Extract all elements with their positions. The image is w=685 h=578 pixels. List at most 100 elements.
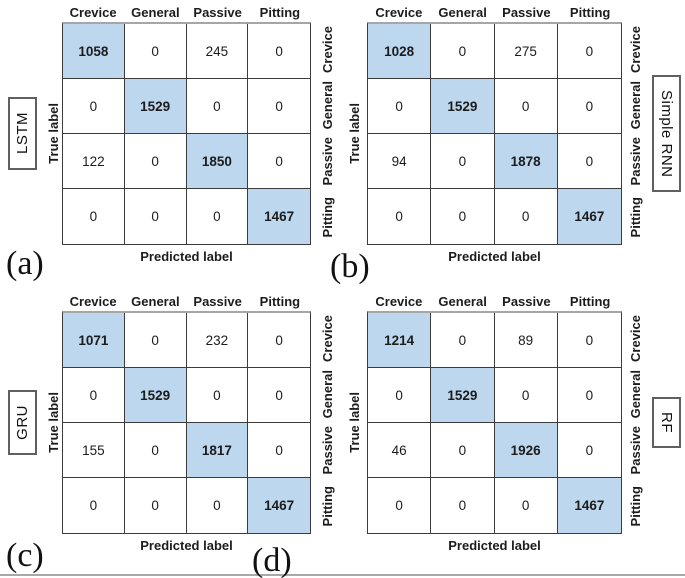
matrix-cell: 1467 — [557, 478, 621, 533]
panel-caption-a: (a) — [6, 245, 44, 282]
matrix-cell: 0 — [557, 24, 621, 79]
model-name-label: LSTM — [13, 112, 31, 155]
matrix-cell: 0 — [431, 313, 495, 368]
column-header-general: General — [131, 294, 180, 309]
panel-lstm: LSTM True label Crevice General Passive Pitti… — [0, 0, 343, 289]
matrix-cell: 1878 — [494, 134, 558, 189]
matrix-cell: 0 — [368, 368, 432, 423]
predicted-label: Predicted label — [140, 249, 233, 264]
panel-caption-c: (c) — [6, 537, 44, 574]
matrix-cell: 0 — [125, 189, 187, 244]
matrix-cell: 0 — [431, 478, 495, 533]
true-label: True label — [45, 103, 61, 164]
row-label-general: General — [319, 370, 335, 419]
row-label-passive: Passive — [319, 137, 335, 186]
model-name-label: Simple RNN — [658, 89, 675, 178]
row-label-pitting: Pitting — [319, 485, 335, 527]
true-label-column: True label — [342, 311, 367, 534]
column-header-crevice: Crevice — [375, 5, 423, 20]
matrix-cell: 0 — [495, 189, 558, 244]
matrix-cell: 0 — [431, 423, 495, 478]
column-header-passive: Passive — [502, 5, 551, 20]
model-name-box: LSTM — [7, 97, 37, 170]
predicted-label: Predicted label — [448, 538, 541, 553]
row-label-pitting: Pitting — [627, 196, 643, 238]
matrix-cell: 94 — [368, 134, 432, 189]
model-name-box: RF — [652, 397, 681, 448]
matrix-cell: 0 — [431, 189, 495, 244]
model-label-column: LSTM — [0, 22, 44, 245]
column-header-passive: Passive — [502, 294, 551, 309]
matrix-cell: 89 — [494, 313, 558, 368]
confusion-matrix: 1071 0 232 0 0 1529 0 0 155 0 1817 0 0 0 0 1467 — [62, 311, 311, 534]
matrix-cell: 1817 — [186, 423, 249, 478]
matrix-cell: 122 — [63, 134, 125, 189]
matrix-cell: 0 — [557, 134, 621, 189]
matrix-cell: 1058 — [63, 24, 125, 79]
column-header-general: General — [131, 5, 180, 20]
row-labels: Crevice General Passive Pitting — [622, 311, 648, 534]
row-label-general: General — [627, 81, 643, 130]
true-label: True label — [45, 392, 61, 453]
true-label-column: True label — [44, 311, 62, 534]
column-header-crevice: Crevice — [69, 5, 117, 20]
matrix-cell: 0 — [557, 368, 621, 423]
model-label-column: Simple RNN — [648, 22, 685, 245]
matrix-cell: 0 — [557, 79, 621, 134]
matrix-cell: 46 — [368, 423, 432, 478]
model-name-label: RF — [658, 412, 675, 433]
column-header-pitting: Pitting — [259, 5, 301, 20]
matrix-cell: 1850 — [186, 134, 249, 189]
matrix-cell: 1467 — [557, 189, 621, 244]
column-header-pitting: Pitting — [569, 294, 611, 309]
confusion-matrix: 1058 0 245 0 0 1529 0 0 122 0 1850 0 0 0 0 1467 — [62, 22, 311, 245]
matrix-cell: 245 — [186, 24, 249, 79]
matrix-cell: 0 — [63, 478, 125, 533]
model-label-column: GRU — [0, 311, 44, 534]
matrix-cell: 0 — [124, 134, 187, 189]
matrix-cell: 1926 — [494, 423, 558, 478]
column-header-pitting: Pitting — [569, 5, 611, 20]
matrix-cell: 0 — [431, 134, 495, 189]
column-header-general: General — [438, 5, 487, 20]
row-label-general: General — [627, 370, 643, 419]
row-label-passive: Passive — [627, 426, 643, 475]
column-header-crevice: Crevice — [375, 294, 423, 309]
row-label-crevice: Crevice — [319, 315, 335, 363]
row-label-crevice: Crevice — [627, 26, 643, 74]
row-labels: Crevice General Passive Pitting — [311, 311, 343, 534]
row-label-passive: Passive — [627, 137, 643, 186]
matrix-cell: 1467 — [248, 189, 310, 244]
matrix-cell: 0 — [368, 189, 432, 244]
matrix-cell: 0 — [63, 79, 125, 134]
column-headers: Crevice General Passive Pitting — [367, 289, 622, 311]
row-labels: Crevice General Passive Pitting — [622, 22, 648, 245]
panel-caption-b: (b) — [330, 248, 370, 285]
true-label-column: True label — [44, 22, 62, 245]
true-label: True label — [347, 392, 362, 453]
matrix-cell: 1214 — [368, 313, 432, 368]
confusion-matrix: 1214 0 89 0 0 1529 0 0 46 0 1926 0 0 0 0 1467 — [367, 311, 622, 534]
matrix-cell: 0 — [494, 368, 558, 423]
row-label-crevice: Crevice — [319, 26, 335, 74]
panel-gru: GRU True label Crevice General Passive Pittin… — [0, 289, 343, 578]
matrix-cell: 0 — [248, 79, 310, 134]
column-header-crevice: Crevice — [69, 294, 117, 309]
row-label-pitting: Pitting — [627, 485, 643, 527]
matrix-cell: 0 — [186, 79, 249, 134]
panel-caption-d: (d) — [252, 542, 292, 578]
predicted-label: Predicted label — [448, 249, 541, 264]
matrix-cell: 0 — [495, 478, 558, 533]
matrix-cell: 0 — [557, 423, 621, 478]
column-headers: Crevice General Passive Pitting — [62, 0, 311, 22]
matrix-cell: 0 — [248, 134, 310, 189]
matrix-cell: 0 — [248, 368, 310, 423]
matrix-cell: 0 — [186, 368, 249, 423]
matrix-cell: 0 — [248, 423, 310, 478]
matrix-cell: 0 — [557, 313, 621, 368]
matrix-cell: 0 — [368, 79, 432, 134]
model-name-box: GRU — [7, 390, 37, 455]
matrix-cell: 0 — [124, 24, 187, 79]
matrix-cell: 232 — [186, 313, 249, 368]
panel-rf: RF True label Crevice General Passive Pitting… — [252, 289, 685, 578]
